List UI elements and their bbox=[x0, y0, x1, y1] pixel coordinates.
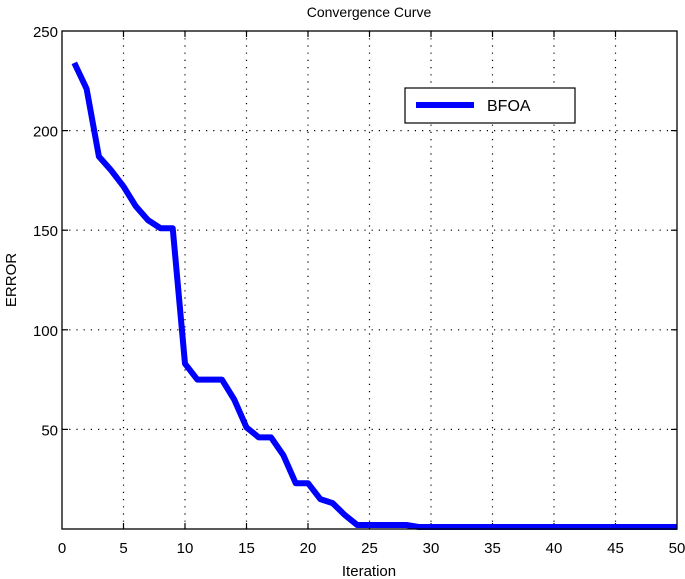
x-axis-label: Iteration bbox=[342, 563, 396, 579]
y-tick-label: 100 bbox=[33, 323, 58, 340]
legend-label-bfoa: BFOA bbox=[487, 98, 531, 115]
legend: BFOA bbox=[404, 87, 576, 124]
x-tick-label: 15 bbox=[238, 540, 255, 557]
y-tick-label: 50 bbox=[41, 422, 58, 439]
x-tick-label: 20 bbox=[300, 540, 317, 557]
grid-lines bbox=[62, 31, 677, 529]
x-tick-label: 35 bbox=[484, 540, 501, 557]
x-tick-label: 30 bbox=[423, 540, 440, 557]
x-tick-label: 45 bbox=[607, 540, 624, 557]
x-tick-label: 40 bbox=[546, 540, 563, 557]
x-tick-label: 5 bbox=[119, 540, 127, 557]
y-tick-label: 200 bbox=[33, 124, 58, 141]
bfoa-series-line bbox=[71, 61, 677, 530]
chart-title: Convergence Curve bbox=[307, 4, 432, 20]
axis-ticks bbox=[62, 31, 677, 529]
plot-area-frame bbox=[61, 30, 678, 530]
x-tick-label: 50 bbox=[669, 540, 685, 557]
x-tick-label: 10 bbox=[177, 540, 194, 557]
y-tick-label: 150 bbox=[33, 223, 58, 240]
y-tick-label: 250 bbox=[33, 24, 58, 41]
y-tick-labels: 50 100 150 200 250 bbox=[33, 24, 58, 439]
y-axis-label: ERROR bbox=[3, 253, 20, 307]
x-tick-label: 0 bbox=[58, 540, 66, 557]
x-tick-label: 25 bbox=[361, 540, 378, 557]
x-tick-labels: 0 5 10 15 20 25 30 35 40 45 50 bbox=[58, 540, 685, 557]
